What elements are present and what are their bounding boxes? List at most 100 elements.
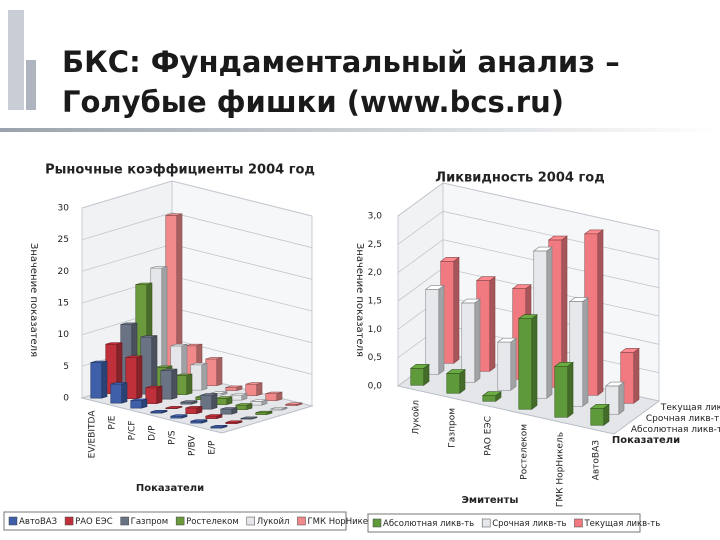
- y-tick-label: 10: [58, 330, 70, 340]
- bar-side: [136, 355, 143, 399]
- bar-front: [235, 404, 248, 410]
- bar-side: [151, 335, 158, 395]
- slide-title: Голубые фишки (www.bcs.ru): [62, 85, 564, 119]
- bar-top: [105, 342, 123, 345]
- bar-side: [567, 361, 574, 418]
- x-tick-label: P/BV: [188, 435, 198, 456]
- bar: [496, 337, 517, 391]
- bar-top: [250, 399, 268, 402]
- legend-swatch: [120, 516, 129, 526]
- x-tick-label: D/P: [148, 425, 158, 441]
- legend-box: [367, 513, 641, 533]
- bar-front: [185, 407, 198, 414]
- bar-top: [155, 365, 173, 368]
- y-axis-title: Значение показателя: [354, 243, 365, 357]
- bar-front: [145, 387, 158, 404]
- bar-side: [633, 347, 640, 404]
- bar-front: [250, 401, 263, 406]
- bar-front: [225, 387, 238, 391]
- bar-side: [531, 314, 538, 410]
- series-axis-label: Абсолютная ликв-ть: [631, 425, 720, 435]
- bar-top: [220, 407, 238, 410]
- bar-front: [554, 365, 569, 418]
- y-tick-label: 30: [58, 204, 70, 214]
- bar-front: [125, 357, 138, 399]
- bar: [205, 356, 223, 386]
- bar-top: [140, 335, 158, 338]
- bar: [130, 398, 148, 409]
- bar-top: [604, 381, 625, 387]
- bar: [481, 391, 502, 402]
- legend-label: Срочная ликв-ть: [492, 519, 566, 529]
- bar-top: [235, 403, 253, 406]
- bar-top: [170, 414, 188, 417]
- bar-top: [285, 402, 303, 405]
- bar-top: [568, 297, 589, 302]
- x-tick-label: P/E: [108, 415, 118, 429]
- bar: [220, 407, 238, 415]
- bar: [165, 213, 183, 376]
- bar-top: [589, 404, 610, 409]
- x-tick-label: E/P: [208, 440, 218, 455]
- bar-side: [489, 276, 496, 372]
- bar-side: [201, 362, 208, 391]
- bar: [215, 396, 233, 405]
- bar-top: [517, 314, 538, 319]
- grid-line: [81, 212, 313, 249]
- bar-top: [125, 355, 143, 358]
- grid-line: [81, 180, 313, 217]
- bar-top: [185, 343, 203, 347]
- bar-top: [145, 385, 163, 389]
- bar: [185, 406, 203, 414]
- bar: [170, 414, 188, 419]
- bar: [90, 360, 108, 399]
- bar-top: [210, 424, 228, 428]
- x-tick-label: Ростелеком: [520, 424, 530, 480]
- bar-front: [230, 394, 243, 401]
- bar: [460, 298, 481, 383]
- bar: [409, 363, 430, 386]
- bar-top: [150, 266, 168, 269]
- y-tick-label: 1,5: [368, 297, 382, 307]
- bar-front: [180, 401, 193, 405]
- bar-front: [425, 288, 440, 375]
- x-tick-label: P/S: [168, 430, 178, 444]
- legend-swatch: [297, 516, 306, 526]
- bar-top: [270, 406, 288, 410]
- bar-top: [165, 406, 183, 409]
- bar-front: [200, 394, 213, 410]
- bar-top: [481, 391, 502, 396]
- bar: [150, 409, 168, 414]
- bar-top: [496, 337, 517, 343]
- y-tick-label: 3,0: [368, 212, 383, 222]
- bar: [424, 284, 445, 375]
- bar-top: [583, 229, 604, 235]
- bar: [190, 419, 208, 424]
- decor: [26, 60, 36, 110]
- bar-side: [474, 298, 481, 383]
- bar-top: [205, 357, 223, 360]
- y-tick-label: 0,0: [368, 382, 383, 392]
- bar-front: [245, 383, 258, 396]
- legend-swatch: [372, 518, 382, 528]
- y-tick-label: 20: [58, 267, 70, 277]
- bar: [200, 393, 218, 410]
- bar-top: [160, 368, 178, 371]
- bar-top: [439, 257, 460, 262]
- bar-side: [156, 385, 163, 404]
- bar-top: [255, 410, 273, 414]
- bar-top: [190, 419, 208, 422]
- chart-title: Ликвидность 2004 год: [435, 171, 604, 186]
- bar: [270, 406, 288, 411]
- bar-front: [110, 383, 123, 404]
- bar: [285, 402, 303, 406]
- bar-top: [553, 362, 574, 367]
- bar-top: [445, 369, 466, 374]
- bar-top: [200, 393, 218, 396]
- bar-front: [160, 370, 173, 400]
- x-axis-title: Эмитенты: [462, 495, 519, 506]
- bar-front: [255, 412, 268, 415]
- y-tick-label: 0: [63, 394, 69, 404]
- legend-label: Лукойл: [257, 517, 290, 527]
- legend-label: РАО ЕЭС: [75, 517, 113, 527]
